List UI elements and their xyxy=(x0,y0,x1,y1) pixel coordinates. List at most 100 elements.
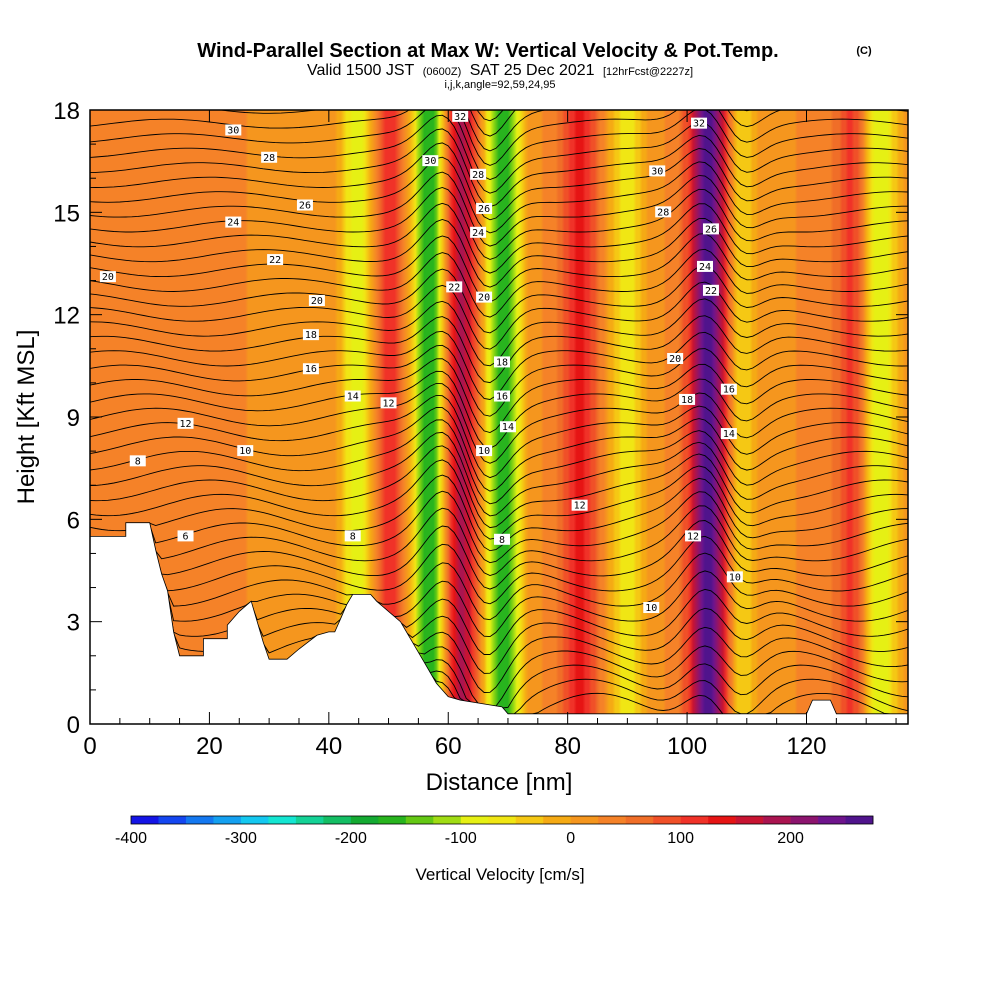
theta-contour xyxy=(469,110,753,137)
colorbar-swatch xyxy=(653,816,681,824)
contour-label-text: 12 xyxy=(574,501,586,512)
contour-label-bg xyxy=(643,602,660,614)
contour-label-bg xyxy=(720,428,737,440)
x-tick-label: 40 xyxy=(315,733,342,760)
contour-label-text: 28 xyxy=(472,170,484,181)
contour-label: 20 xyxy=(667,353,684,365)
chart-subtitle: Valid 1500 JST (0600Z) SAT 25 Dec 2021 [… xyxy=(307,62,693,79)
colorbar-swatch xyxy=(378,816,407,824)
theta-contour xyxy=(90,110,908,180)
contour-label-bg xyxy=(702,284,719,296)
contour-label: 10 xyxy=(476,445,493,457)
contour-label-bg xyxy=(261,151,278,163)
contour-label: 12 xyxy=(177,417,194,430)
contour-label-text: 28 xyxy=(657,207,669,218)
contour-label-bg xyxy=(499,421,516,433)
contour-label-text: 12 xyxy=(687,531,699,542)
colorbar-swatch xyxy=(763,816,791,824)
y-tick-label: 9 xyxy=(67,405,80,432)
theta-contour xyxy=(90,142,908,221)
contour-label: 26 xyxy=(702,223,719,235)
theta-contour xyxy=(90,490,908,564)
contour-label-bg xyxy=(667,353,684,365)
contour-label-bg xyxy=(225,124,242,136)
colorbar-swatch xyxy=(213,816,242,824)
colorbar-swatch xyxy=(185,816,214,824)
contour-label-bg xyxy=(237,445,254,457)
colorbar xyxy=(130,815,874,825)
contour-label-text: 8 xyxy=(499,535,505,546)
contour-label: 6 xyxy=(177,530,194,542)
colorbar-swatch xyxy=(543,816,572,824)
theta-contour xyxy=(90,445,908,529)
theta-contour xyxy=(476,110,504,122)
colorbar-swatch xyxy=(131,816,159,824)
colorbar-tick-label: -300 xyxy=(225,830,257,847)
colorbar-swatch xyxy=(680,816,709,824)
contour-label-bg xyxy=(129,455,146,467)
theta-contour xyxy=(90,248,908,318)
contour-label-bg xyxy=(696,260,713,272)
y-axis-title: Height [Kft MSL] xyxy=(13,330,40,505)
y-tick-label: 18 xyxy=(53,98,80,125)
contour-label: 24 xyxy=(696,260,713,273)
theta-contour xyxy=(90,315,908,384)
contour-label-bg xyxy=(691,117,708,129)
y-tick-label: 0 xyxy=(67,712,80,739)
contour-label-bg xyxy=(380,397,397,409)
x-tick-label: 0 xyxy=(83,733,96,760)
contour-label-bg xyxy=(476,291,493,303)
contour-label-bg xyxy=(476,202,493,214)
colorbar-swatch xyxy=(240,816,269,824)
terrain-mask xyxy=(90,522,908,724)
contour-label-bg xyxy=(225,216,242,228)
y-tick-label: 3 xyxy=(67,610,80,637)
colorbar-swatch xyxy=(570,816,599,824)
contour-label-text: 26 xyxy=(478,204,490,215)
contour-labels: 30 28 26 24 22 20 20 18 16 14 12 12 10 8 6 8 32 30 28 26 24 2… xyxy=(99,110,743,614)
theta-contour xyxy=(90,110,908,166)
contour-label: 22 xyxy=(702,284,719,297)
colorbar-swatch xyxy=(158,816,187,824)
contour-label-text: 18 xyxy=(305,330,317,341)
contour-label-bg xyxy=(720,383,737,395)
contour-label-text: 22 xyxy=(269,255,281,266)
theta-contour xyxy=(90,233,908,303)
contour-label-text: 26 xyxy=(705,224,717,235)
x-tick-label: 120 xyxy=(786,733,826,760)
contour-label: 10 xyxy=(643,602,660,614)
contour-label: 12 xyxy=(380,397,397,409)
contour-label-text: 16 xyxy=(496,392,508,403)
contour-label-bg xyxy=(470,168,487,180)
contour-label: 14 xyxy=(720,428,737,440)
theta-contour xyxy=(90,370,908,449)
contour-label-bg xyxy=(302,329,319,341)
contour-label-text: 22 xyxy=(705,286,717,297)
contour-label: 8 xyxy=(344,530,361,542)
theta-contour xyxy=(90,407,908,492)
contour-label-text: 8 xyxy=(350,531,356,542)
contour-label: 10 xyxy=(726,571,743,583)
contour-label-bg xyxy=(308,295,325,307)
theta-contour xyxy=(90,419,908,505)
contour-label: 32 xyxy=(691,117,708,130)
contour-label-bg xyxy=(452,110,469,122)
contour-label-text: 14 xyxy=(723,429,735,440)
contour-label-bg xyxy=(571,499,588,511)
contour-label: 24 xyxy=(470,226,487,239)
contour-label-text: 24 xyxy=(699,262,711,273)
x-tick-label: 20 xyxy=(196,733,223,760)
contour-label-text: 18 xyxy=(496,357,508,368)
theta-contour xyxy=(90,217,908,288)
contour-label: 28 xyxy=(261,151,278,164)
contour-label-text: 18 xyxy=(681,395,693,406)
colorbar-tick-label: 200 xyxy=(777,830,804,847)
colorbar-swatch xyxy=(488,816,517,824)
theta-contour xyxy=(90,382,908,464)
theta-contour xyxy=(90,114,908,194)
forecast-info: [12hrFcst@2227z] xyxy=(603,66,693,78)
contour-label-bg xyxy=(446,281,463,293)
colorbar-swatch xyxy=(460,816,489,824)
contour-label: 18 xyxy=(493,356,510,368)
